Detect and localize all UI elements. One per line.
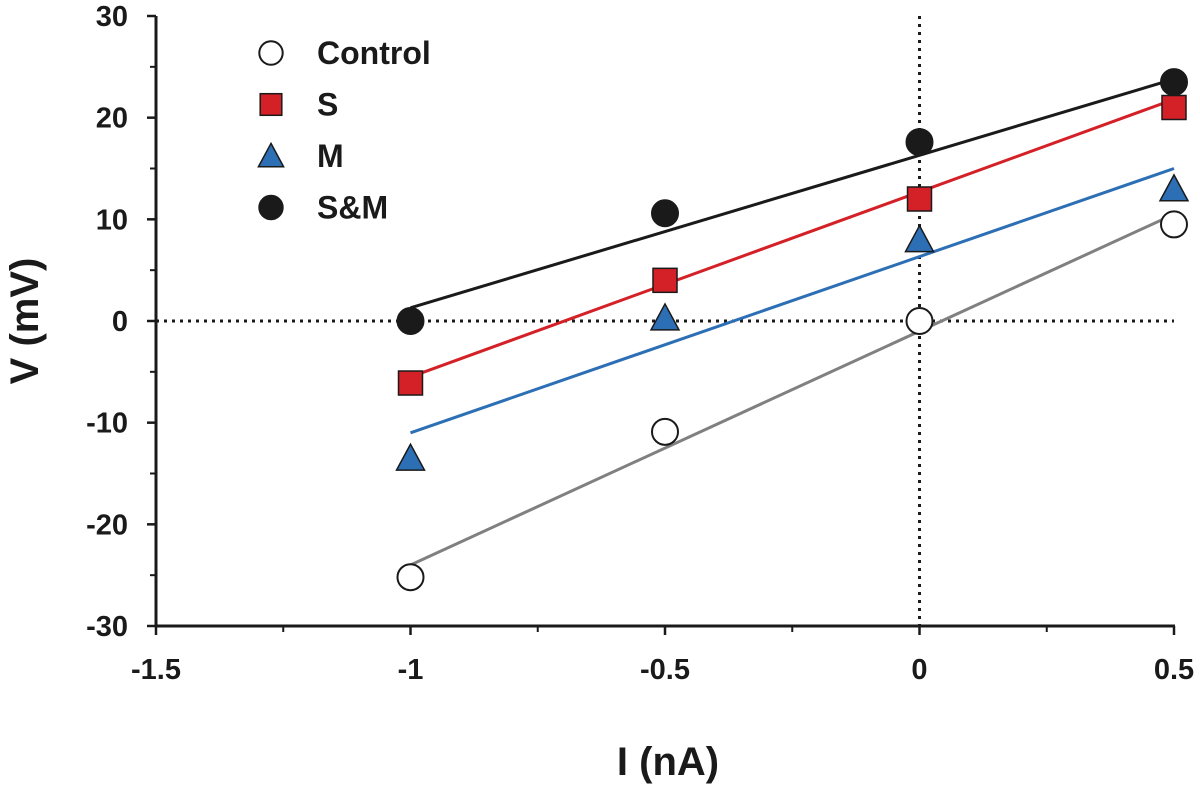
point-m: [395, 442, 426, 471]
point-m: [1158, 173, 1190, 202]
point-s: [1161, 94, 1187, 121]
x-tick-label: 0.5: [1154, 654, 1194, 686]
fit-lines: [409, 77, 1175, 567]
point-s: [906, 186, 933, 212]
y-tick-label: 30: [96, 1, 128, 33]
point-s-m: [905, 128, 934, 157]
x-axis-title: I (nA): [617, 740, 719, 784]
legend-marker-s: [259, 92, 283, 117]
y-tick-label: 20: [96, 103, 128, 135]
point-s-m: [396, 307, 425, 335]
point-s-m: [651, 199, 679, 228]
y-tick-label: -20: [86, 509, 128, 541]
legend-marker-m: [257, 141, 285, 168]
x-tick-label: -1: [398, 654, 424, 686]
fit-line-m: [410, 167, 1175, 435]
y-tick-label: -30: [86, 611, 128, 643]
y-tick-label: 10: [96, 204, 128, 236]
fit-line-control: [409, 212, 1175, 567]
legend-label-s: S: [317, 87, 338, 123]
point-control: [396, 563, 425, 592]
x-tick-label: -1.5: [131, 654, 181, 686]
ticks: -1.5 -1 -0.5 0 0.5 -30 -20 -10 0 10 20 30: [86, 1, 1194, 686]
point-control: [905, 307, 934, 335]
point-s: [397, 370, 424, 396]
legend-label-m: M: [317, 138, 344, 174]
legend-label-s-m: S&M: [317, 190, 388, 226]
y-tick-label: 0: [112, 306, 128, 338]
y-tick-label: -10: [86, 408, 128, 440]
point-m: [904, 224, 935, 253]
x-tick-label: 0: [911, 654, 927, 686]
data-points: [395, 68, 1190, 592]
legend: Control SM S&M: [257, 35, 431, 226]
point-control: [651, 417, 679, 446]
fit-line-s: [409, 97, 1175, 379]
legend-marker-control: [258, 40, 284, 66]
point-s: [652, 267, 678, 294]
legend-label-control: Control: [317, 35, 431, 71]
y-axis-title: V (mV): [3, 258, 47, 385]
x-tick-label: -0.5: [640, 654, 690, 686]
legend-marker-s-m: [258, 194, 284, 221]
point-m: [649, 302, 681, 331]
point-s-m: [1160, 68, 1188, 97]
fit-line-s-m: [410, 77, 1175, 310]
point-control: [1160, 210, 1188, 239]
